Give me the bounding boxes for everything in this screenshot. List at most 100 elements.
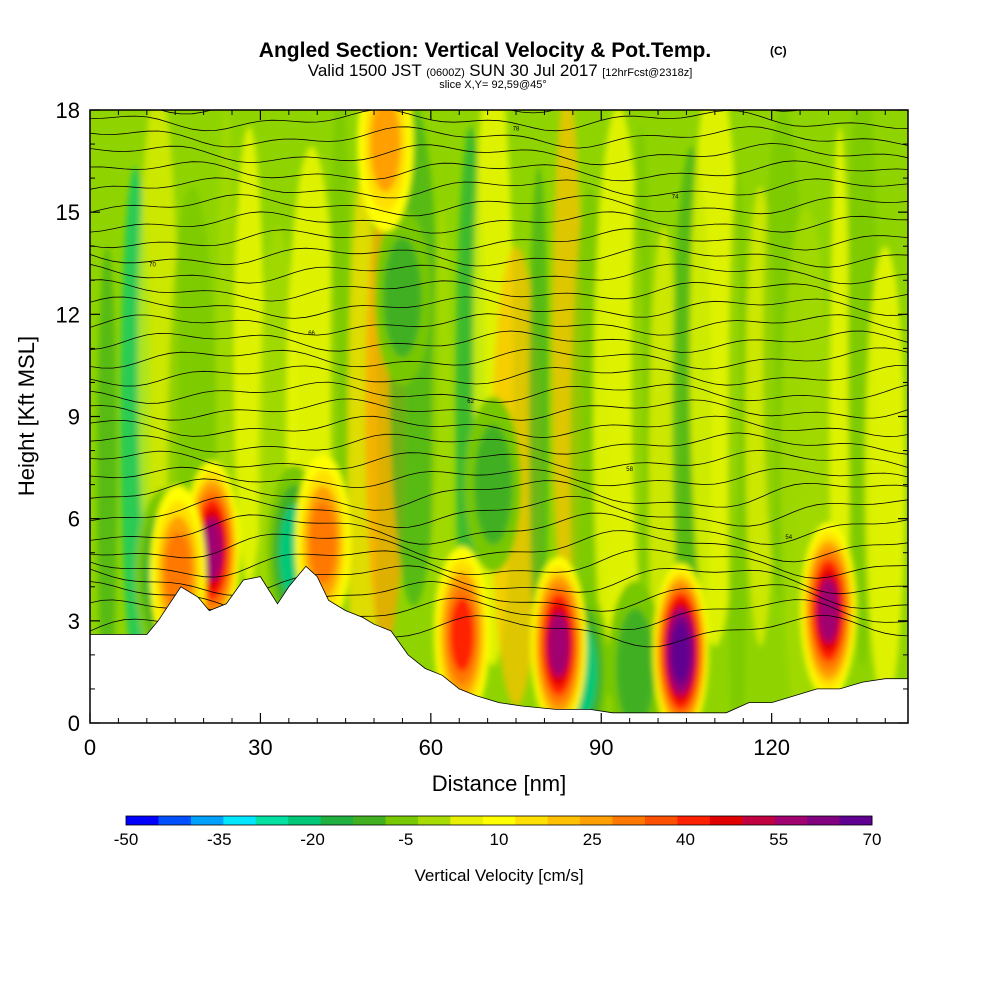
- terrain-mask: [90, 565, 908, 723]
- downdraft-contour: [383, 237, 422, 358]
- y-tick-label: 0: [68, 711, 80, 736]
- colorbar-swatch: [482, 816, 516, 825]
- isentrope-line: [90, 495, 908, 529]
- y-tick-label: 6: [68, 507, 80, 532]
- isentrope-line: [90, 512, 908, 545]
- colorbar-swatch: [742, 816, 776, 825]
- y-axis-label: Height [Kft MSL]: [14, 336, 39, 496]
- isentrope-line: [90, 245, 908, 268]
- updraft-contour: [671, 622, 691, 681]
- velocity-streak: [234, 126, 265, 587]
- colorbar-label: Vertical Velocity [cm/s]: [414, 866, 583, 885]
- y-tick-label: 3: [68, 609, 80, 634]
- x-tick-label: 0: [84, 735, 96, 760]
- colorbar-swatch: [353, 816, 386, 825]
- y-tick-label: 18: [56, 98, 80, 123]
- x-tick-label: 30: [248, 735, 272, 760]
- colorbar-swatch: [612, 816, 646, 825]
- y-tick-label: 15: [56, 200, 80, 225]
- isentrope-line: [90, 228, 908, 251]
- colorbar-swatch: [255, 816, 289, 825]
- isentrope-label: 70: [149, 263, 156, 269]
- isentrope-line: [90, 415, 908, 439]
- isentrope-line: [90, 565, 908, 596]
- colorbar-tick-label: -5: [398, 830, 413, 849]
- downdraft-contour: [474, 424, 513, 545]
- colorbar-tick-label: -35: [207, 830, 232, 849]
- velocity-streak: [727, 166, 748, 723]
- colorbar-swatch: [190, 816, 224, 825]
- plot-area: 5054586266707478: [90, 110, 908, 723]
- colorbar-swatch: [320, 816, 354, 825]
- colorbar-tick-label: -20: [300, 830, 325, 849]
- colorbar-swatch: [580, 816, 614, 825]
- isentrope-contours: 5054586266707478: [90, 110, 908, 648]
- colorbar-swatch: [774, 816, 808, 825]
- velocity-streak: [865, 246, 906, 707]
- title-mark: (C): [770, 44, 787, 58]
- isentrope-line: [90, 160, 908, 182]
- velocity-streak: [631, 126, 652, 587]
- colorbar-swatch: [709, 816, 743, 825]
- colorbar-swatch: [385, 816, 419, 825]
- isentrope-line: [90, 548, 908, 579]
- isentrope-line: [90, 398, 908, 421]
- downdraft-contour: [616, 608, 655, 723]
- y-tick-label: 9: [68, 405, 80, 430]
- colorbar-swatch: [515, 816, 549, 825]
- isentrope-line: [90, 432, 908, 455]
- colorbar-swatch: [417, 816, 451, 825]
- updraft-contour: [369, 110, 401, 193]
- updraft-contour: [309, 501, 337, 584]
- x-axis-label: Distance [nm]: [432, 771, 567, 796]
- colorbar-swatch: [450, 816, 484, 825]
- isentrope-label: 78: [513, 126, 520, 132]
- isentrope-line: [90, 313, 908, 336]
- colorbar-swatch: [288, 816, 322, 825]
- colorbar-swatch: [677, 816, 711, 825]
- x-tick-label: 90: [589, 735, 613, 760]
- isentrope-line: [90, 449, 908, 471]
- updraft-contour: [818, 578, 839, 643]
- isentrope-line: [90, 279, 908, 302]
- colorbar-swatch: [223, 816, 257, 825]
- velocity-streak: [528, 166, 549, 667]
- velocity-streak: [593, 110, 644, 723]
- colorbar-swatch: [839, 816, 873, 825]
- velocity-streak: [97, 246, 118, 707]
- isentrope-line: [90, 194, 908, 217]
- colorbar-tick-label: 40: [676, 830, 695, 849]
- colorbar-swatch: [158, 816, 192, 825]
- isentrope-label: 74: [672, 195, 679, 201]
- slice-label: slice X,Y= 92,59@45°: [439, 79, 547, 91]
- colorbar-tick-label: 10: [490, 830, 509, 849]
- velocity-streak: [689, 110, 740, 647]
- isentrope-line: [90, 296, 908, 319]
- isentrope-label: 66: [308, 331, 315, 337]
- x-tick-label: 60: [419, 735, 443, 760]
- isentrope-line: [90, 211, 908, 234]
- isentrope-line: [90, 110, 908, 132]
- colorbar: -50 -35 -20 -5 10 25 40 55 70: [114, 815, 882, 849]
- isentrope-line: [90, 381, 908, 404]
- colorbar-swatch: [644, 816, 678, 825]
- updraft-contour: [201, 517, 223, 582]
- chart-title: Angled Section: Vertical Velocity & Pot.…: [259, 39, 711, 62]
- isentrope-line: [90, 347, 908, 370]
- x-tick-label: 120: [753, 735, 790, 760]
- isentrope-label: 54: [785, 535, 792, 541]
- colorbar-tick-label: 55: [769, 830, 788, 849]
- isentrope-line: [90, 365, 908, 387]
- isentrope-line: [90, 330, 908, 353]
- colorbar-swatch: [547, 816, 581, 825]
- chart-subtitle: Valid 1500 JST (0600Z) SUN 30 Jul 2017 […: [308, 61, 693, 80]
- isentrope-line: [90, 263, 908, 285]
- updraft-contour: [450, 597, 475, 672]
- colorbar-tick-label: 25: [583, 830, 602, 849]
- colorbar-tick-label: 70: [863, 830, 882, 849]
- isentrope-line: [90, 530, 908, 563]
- colorbar-frame: [125, 815, 873, 826]
- updraft-contour: [548, 612, 570, 677]
- isentrope-line: [90, 142, 908, 166]
